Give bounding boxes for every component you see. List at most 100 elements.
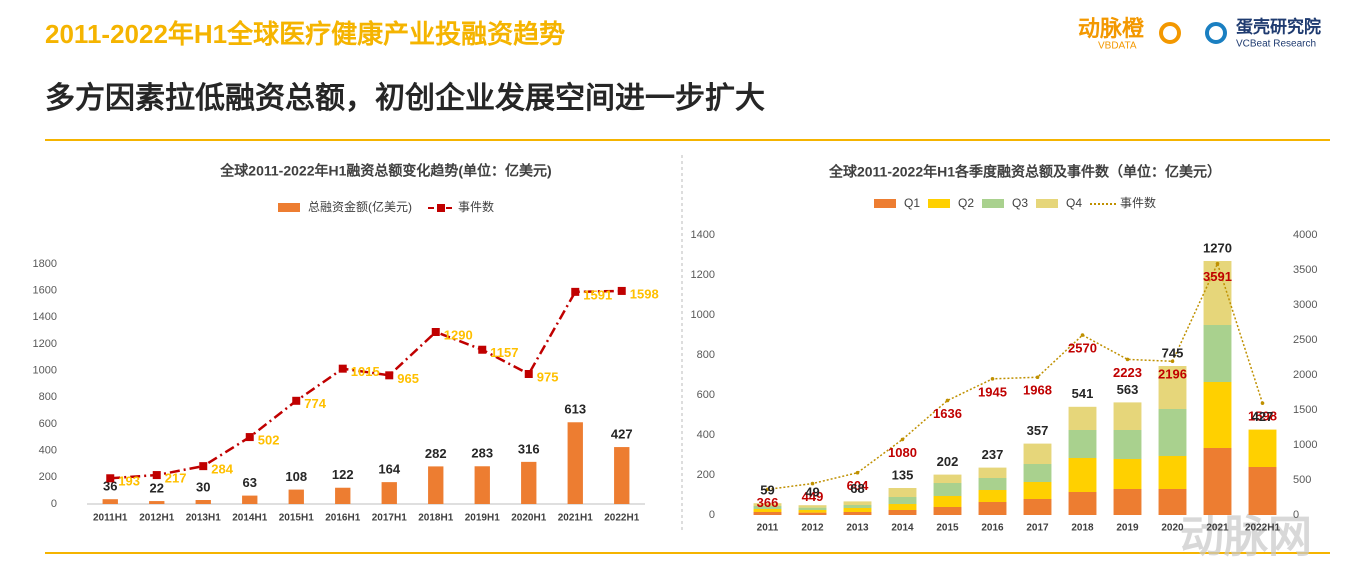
legend-label: 事件数 [1120,195,1156,210]
x-tick-label: 2022H1 [1245,523,1280,534]
y-tick-label: 800 [39,391,57,403]
y2-tick-label: 1500 [1293,404,1317,416]
data-label: 108 [285,469,307,484]
bar [1158,456,1187,489]
x-tick-label: 2021H1 [558,513,593,524]
data-label: 283 [471,446,493,461]
legend-swatch [874,199,896,208]
data-label: 1968 [1023,383,1052,398]
line-point [765,487,770,492]
brand-logo: 蛋壳研究院 [1236,16,1321,36]
y-tick-label: 1800 [33,258,57,270]
brand-logo: 动脉橙 [1078,16,1145,41]
data-label: 122 [332,467,354,482]
total-label: 49 [805,485,819,500]
line [110,289,622,480]
y2-tick-label: 0 [1293,509,1299,521]
total-label: 1270 [1203,240,1232,255]
line-point [1035,375,1040,380]
y-tick-label: 1000 [691,309,715,321]
bar [1158,366,1187,409]
x-tick-label: 2018 [1071,523,1094,534]
slide-subtitle: 多方因素拉低融资总额，初创企业发展空间进一步扩大 [45,81,765,115]
line [767,261,1264,491]
data-label: 30 [196,479,210,494]
bar [1248,429,1277,467]
y-tick-label: 600 [697,389,715,401]
x-tick-label: 2011 [757,523,779,534]
bar [1203,382,1232,448]
data-label: 366 [757,495,779,510]
bar [978,502,1007,515]
legend-label: Q1 [904,196,920,210]
brand-logo-sub: VCBeat Research [1236,39,1316,50]
data-label: 1945 [978,384,1007,399]
data-label: 193 [118,474,140,489]
y-tick-label: 400 [39,445,57,457]
data-label: 1591 [583,287,612,302]
bar [933,483,962,496]
bar [798,510,827,513]
legend-swatch [982,199,1004,208]
bar [798,507,827,510]
x-tick-label: 2019 [1116,523,1139,534]
y-tick-label: 1200 [691,269,715,281]
line-point [1125,357,1130,362]
line-point [945,398,950,403]
total-label: 135 [892,467,914,482]
chart-title: 全球2011-2022年H1融资总额变化趋势(单位：亿美元) [219,163,551,179]
x-tick-label: 2014H1 [232,513,267,524]
x-tick-label: 2015H1 [279,513,314,524]
data-label: 2223 [1113,365,1142,380]
line-point [1260,401,1265,405]
bar [567,422,583,504]
line-point [245,433,254,442]
bar [195,500,211,504]
data-label: 613 [564,402,586,417]
data-label: 604 [847,478,869,493]
bar [1068,458,1097,492]
line-point [617,286,626,295]
bar [978,467,1007,478]
line-point [990,377,995,381]
line-point [338,364,347,373]
bar [753,503,782,506]
bar [1023,499,1052,515]
bar [978,478,1007,490]
bar [888,488,917,497]
x-tick-label: 2015 [936,523,959,534]
bar [753,512,782,515]
y-tick-label: 1400 [33,311,57,323]
total-label: 59 [760,483,774,498]
chart-title: 全球2011-2022年H1各季度融资总额及事件数（单位：亿美元） [828,164,1221,180]
data-label: 316 [518,441,540,456]
legend-label: Q4 [1066,196,1082,210]
bar [1023,482,1052,499]
bar [933,507,962,515]
line-point [385,371,394,380]
y-tick-label: 1400 [691,229,715,241]
legend-label: Q2 [958,196,974,210]
data-label: 1290 [444,327,473,342]
bar [843,505,872,508]
y2-tick-label: 500 [1293,474,1311,486]
data-label: 22 [150,481,164,496]
data-label: 217 [165,471,187,486]
data-label: 965 [397,371,419,386]
bar [978,490,1007,502]
legend-swatch [278,203,300,212]
bar [1203,448,1232,515]
bar [843,501,872,505]
y-tick-label: 1000 [33,365,57,377]
bar [1113,489,1142,515]
x-tick-label: 2020H1 [511,513,546,524]
bar [1158,489,1187,515]
bar [843,512,872,515]
bar [798,505,827,508]
x-tick-label: 2022H1 [604,513,639,524]
slide-title: 2011-2022年H1全球医疗健康产业投融资趋势 [45,19,565,49]
x-tick-label: 2017 [1026,523,1049,534]
x-tick-label: 2013H1 [186,513,221,524]
x-tick-label: 2021 [1206,523,1229,534]
bar [1113,430,1142,459]
